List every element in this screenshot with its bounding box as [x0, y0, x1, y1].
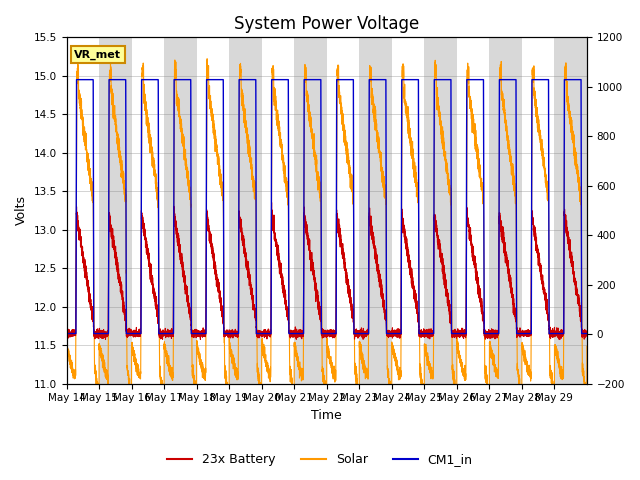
- Bar: [132, 37, 164, 384]
- Title: System Power Voltage: System Power Voltage: [234, 15, 419, 33]
- Legend: 23x Battery, Solar, CM1_in: 23x Battery, Solar, CM1_in: [163, 448, 477, 471]
- Bar: [490, 37, 522, 384]
- Text: VR_met: VR_met: [74, 49, 122, 60]
- Bar: [424, 37, 457, 384]
- Y-axis label: Volts: Volts: [15, 195, 28, 226]
- Bar: [359, 37, 392, 384]
- Bar: [67, 37, 99, 384]
- Bar: [522, 37, 554, 384]
- Bar: [164, 37, 196, 384]
- Bar: [196, 37, 229, 384]
- Bar: [294, 37, 326, 384]
- Bar: [262, 37, 294, 384]
- Bar: [457, 37, 490, 384]
- X-axis label: Time: Time: [311, 409, 342, 422]
- Bar: [229, 37, 262, 384]
- Bar: [99, 37, 132, 384]
- Bar: [392, 37, 424, 384]
- Bar: [554, 37, 587, 384]
- Bar: [326, 37, 359, 384]
